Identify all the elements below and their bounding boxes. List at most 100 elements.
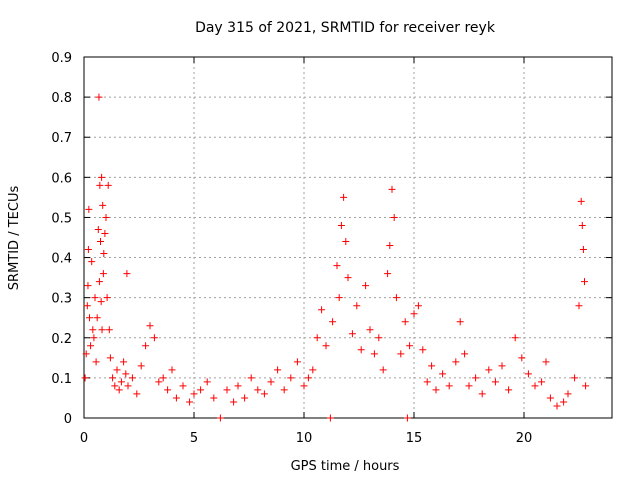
data-point <box>98 173 106 181</box>
data-point <box>159 374 167 382</box>
data-point <box>498 362 506 370</box>
x-tick-label: 10 <box>296 431 313 446</box>
data-point <box>461 350 469 358</box>
data-point <box>203 378 211 386</box>
data-point <box>304 374 312 382</box>
data-point <box>538 378 546 386</box>
data-point <box>386 242 394 250</box>
x-tick-label: 15 <box>406 431 423 446</box>
data-point <box>344 274 352 282</box>
data-point <box>414 302 422 310</box>
data-point <box>247 374 255 382</box>
data-point <box>511 334 519 342</box>
data-point <box>86 314 93 322</box>
data-point <box>432 386 440 394</box>
data-point <box>384 270 392 278</box>
data-point <box>150 334 158 342</box>
data-point <box>366 326 374 334</box>
data-point <box>456 318 464 326</box>
data-point <box>102 213 110 221</box>
data-point <box>83 302 91 310</box>
data-point <box>531 382 539 390</box>
y-tick-label: 0.3 <box>51 292 72 307</box>
data-point <box>379 366 387 374</box>
data-point <box>95 93 103 101</box>
data-point <box>348 330 356 338</box>
data-point <box>234 382 242 390</box>
y-tick-label: 0.5 <box>51 211 72 226</box>
data-point <box>577 197 585 205</box>
data-point <box>309 366 317 374</box>
data-point <box>89 326 97 334</box>
data-point <box>465 382 473 390</box>
data-point <box>370 350 378 358</box>
data-point <box>392 294 400 302</box>
y-tick-label: 0.8 <box>51 91 72 106</box>
data-point <box>524 370 532 378</box>
data-point <box>115 386 123 394</box>
data-point <box>223 386 231 394</box>
data-point <box>230 398 238 406</box>
x-tick-label: 5 <box>190 431 198 446</box>
chart-title: Day 315 of 2021, SRMTID for receiver rey… <box>195 20 496 36</box>
data-point <box>260 390 268 398</box>
data-point <box>101 229 109 237</box>
data-point <box>340 193 348 201</box>
data-point <box>581 278 588 286</box>
data-point <box>335 294 343 302</box>
data-point <box>485 366 493 374</box>
data-point <box>168 366 176 374</box>
data-point <box>109 374 117 382</box>
data-point <box>478 390 486 398</box>
data-point <box>579 246 587 254</box>
data-point <box>287 374 295 382</box>
data-point <box>99 270 107 278</box>
data-point <box>103 294 111 302</box>
data-point <box>542 358 550 366</box>
data-point <box>105 326 113 334</box>
data-point <box>428 362 436 370</box>
data-point <box>92 358 100 366</box>
data-point <box>553 402 561 410</box>
y-tick-label: 0.2 <box>51 332 72 347</box>
y-tick-label: 0.9 <box>51 51 72 66</box>
data-point <box>172 394 180 402</box>
data-point <box>155 378 163 386</box>
data-point <box>546 394 554 402</box>
data-point <box>81 374 89 382</box>
data-point <box>98 326 106 334</box>
data-point <box>300 382 308 390</box>
data-point <box>575 302 583 310</box>
data-point <box>403 414 411 422</box>
data-point <box>142 342 150 350</box>
plot-frame <box>83 56 613 419</box>
data-point <box>106 354 114 362</box>
data-point <box>241 394 249 402</box>
data-point <box>99 201 107 209</box>
data-point <box>91 294 99 302</box>
data-point <box>97 238 104 246</box>
y-axis-label: SRMTID / TECUs <box>7 186 22 291</box>
data-point <box>560 398 568 406</box>
data-point <box>342 238 350 246</box>
data-point <box>197 386 205 394</box>
data-point <box>254 386 262 394</box>
data-point <box>578 221 586 229</box>
data-point <box>124 382 132 390</box>
data-point <box>401 318 409 326</box>
y-tick-label: 0.4 <box>51 252 72 267</box>
x-tick-label: 20 <box>516 431 533 446</box>
x-tick-label: 0 <box>80 431 88 446</box>
data-point <box>164 386 172 394</box>
data-point <box>445 382 453 390</box>
data-point <box>362 282 370 290</box>
data-point <box>329 318 337 326</box>
data-point <box>100 250 108 258</box>
data-point <box>313 334 321 342</box>
data-point <box>518 354 526 362</box>
data-point <box>388 185 396 193</box>
data-point <box>322 342 330 350</box>
data-point <box>333 262 341 270</box>
data-point <box>190 390 198 398</box>
